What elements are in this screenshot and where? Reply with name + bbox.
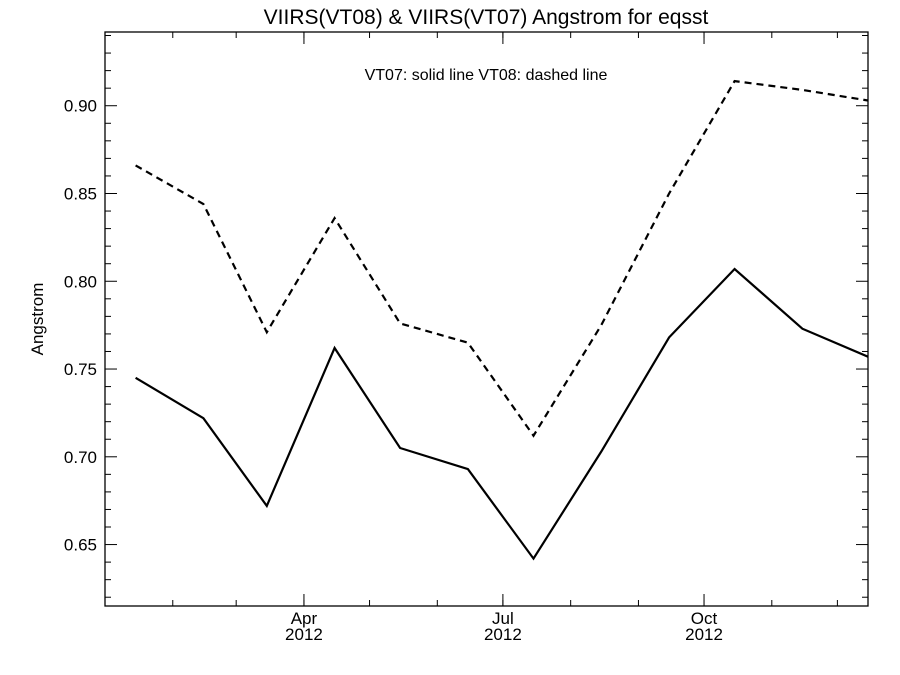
y-tick-label: 0.75	[64, 360, 97, 379]
axis-ticks: 0.650.700.750.800.850.90Apr2012Jul2012Oc…	[64, 32, 868, 644]
x-tick-label-month: Oct	[691, 609, 718, 628]
y-axis-label: Angstrom	[28, 283, 47, 356]
x-tick-label-year: 2012	[685, 625, 723, 644]
series-line-vt07	[135, 267, 868, 561]
plot-frame	[104, 31, 869, 607]
series-line-vt08	[135, 79, 868, 438]
series-layer	[135, 79, 868, 561]
y-tick-label: 0.65	[64, 536, 97, 555]
x-tick-label-month: Jul	[492, 609, 514, 628]
x-tick-label-year: 2012	[484, 625, 522, 644]
y-tick-label: 0.90	[64, 97, 97, 116]
x-tick-label-month: Apr	[291, 609, 318, 628]
line-style-annotation: VT07: solid line VT08: dashed line	[365, 67, 608, 84]
y-tick-label: 0.80	[64, 272, 97, 291]
x-tick-label-year: 2012	[285, 625, 323, 644]
chart-title: VIIRS(VT08) & VIIRS(VT07) Angstrom for e…	[264, 6, 709, 29]
y-tick-label: 0.85	[64, 184, 97, 203]
y-tick-label: 0.70	[64, 448, 97, 467]
